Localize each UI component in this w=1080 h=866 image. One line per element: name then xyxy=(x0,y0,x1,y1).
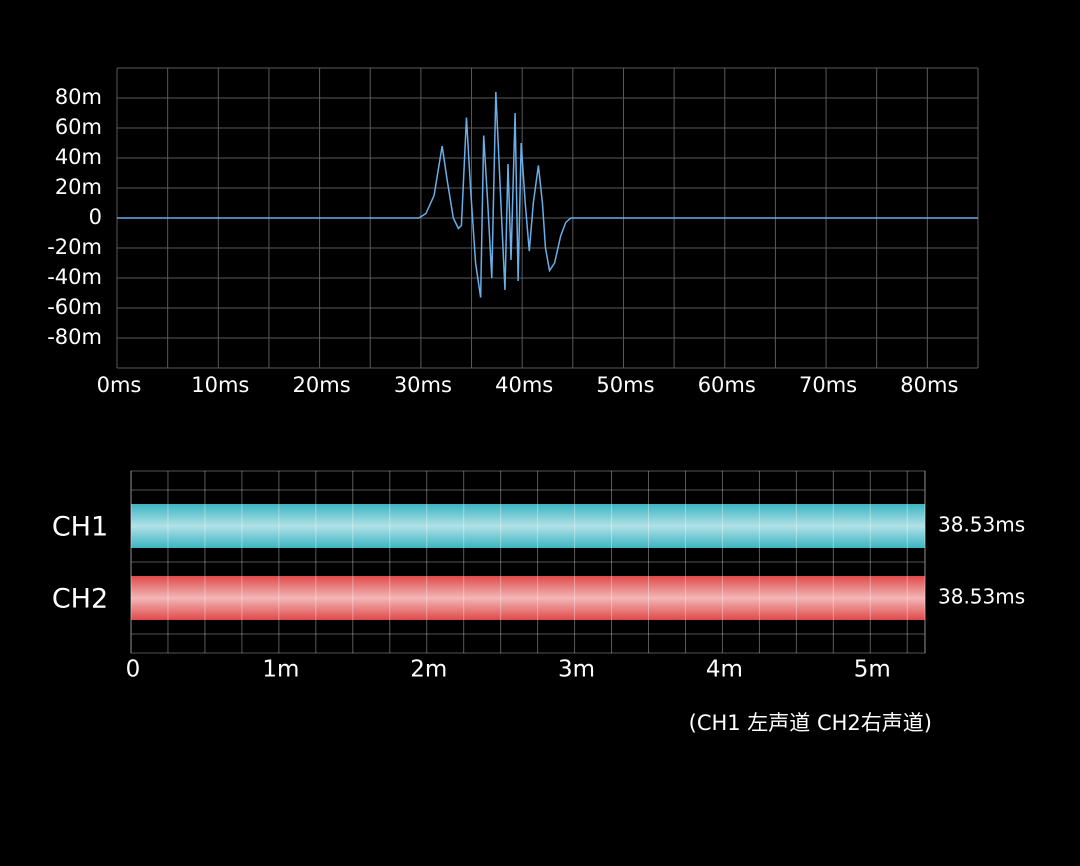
y-tick-label: 0 xyxy=(89,205,102,229)
y-tick-label: 20m xyxy=(55,175,102,199)
x-tick-label: 5m xyxy=(854,657,891,683)
x-tick-label: 0ms xyxy=(97,373,142,397)
y-tick-label: -40m xyxy=(47,265,102,289)
channel-separators xyxy=(131,489,925,635)
bar-sheen xyxy=(131,576,925,620)
x-tick-label: 60ms xyxy=(698,373,756,397)
y-tick-label: -60m xyxy=(47,295,102,319)
x-tick-label: 20ms xyxy=(293,373,351,397)
y-tick-label: -80m xyxy=(47,325,102,349)
footnote: (CH1 左声道 CH2右声道) xyxy=(689,711,932,735)
bar-sheen xyxy=(131,504,925,548)
category-label: CH2 xyxy=(52,584,108,615)
x-tick-label: 0 xyxy=(126,657,141,683)
x-tick-label: 70ms xyxy=(799,373,857,397)
waveform-line xyxy=(117,91,978,298)
x-tick-label: 40ms xyxy=(495,373,553,397)
x-tick-label: 30ms xyxy=(394,373,452,397)
x-tick-label: 1m xyxy=(262,657,299,683)
x-tick-label: 50ms xyxy=(596,373,654,397)
y-tick-label: 60m xyxy=(55,115,102,139)
category-label: CH1 xyxy=(52,512,108,543)
y-tick-label: -20m xyxy=(47,235,102,259)
value-annotation: 38.53ms xyxy=(938,585,1025,609)
plot-frame xyxy=(130,470,926,654)
y-tick-label: 40m xyxy=(55,145,102,169)
value-annotation: 38.53ms xyxy=(938,513,1025,537)
x-tick-label: 2m xyxy=(410,657,447,683)
x-tick-label: 10ms xyxy=(191,373,249,397)
x-tick-label: 3m xyxy=(558,657,595,683)
x-tick-label: 80ms xyxy=(900,373,958,397)
x-tick-label: 4m xyxy=(706,657,743,683)
y-tick-label: 80m xyxy=(55,85,102,109)
